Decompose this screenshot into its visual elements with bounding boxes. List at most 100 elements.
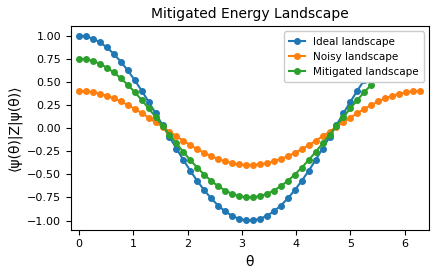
- Ideal landscape: [222, 210, 228, 213]
- Mitigated landscape: [362, 91, 367, 94]
- Mitigated landscape: [222, 189, 228, 192]
- Noisy landscape: [146, 116, 151, 119]
- Ideal landscape: [410, 34, 416, 38]
- Noisy landscape: [369, 103, 374, 107]
- Noisy landscape: [271, 160, 276, 163]
- Mitigated landscape: [327, 133, 332, 136]
- Noisy landscape: [83, 90, 89, 93]
- Noisy landscape: [174, 135, 179, 138]
- Mitigated landscape: [417, 57, 422, 60]
- Ideal landscape: [104, 46, 109, 49]
- Noisy landscape: [355, 112, 360, 115]
- Noisy landscape: [334, 125, 339, 129]
- Mitigated landscape: [215, 185, 221, 188]
- Noisy landscape: [376, 100, 381, 103]
- Mitigated landscape: [90, 59, 95, 63]
- Ideal landscape: [132, 78, 137, 82]
- Noisy landscape: [396, 92, 402, 95]
- Mitigated landscape: [132, 91, 137, 94]
- Mitigated landscape: [292, 173, 297, 176]
- Mitigated landscape: [125, 83, 130, 86]
- Mitigated landscape: [355, 98, 360, 102]
- Ideal landscape: [320, 147, 325, 150]
- Ideal landscape: [396, 41, 402, 44]
- Mitigated landscape: [313, 150, 318, 154]
- Ideal landscape: [278, 204, 283, 207]
- Noisy landscape: [403, 91, 409, 94]
- Noisy landscape: [160, 125, 165, 129]
- Ideal landscape: [243, 219, 249, 222]
- Ideal landscape: [76, 34, 82, 37]
- Noisy landscape: [382, 97, 388, 100]
- Ideal landscape: [389, 46, 395, 49]
- Noisy landscape: [306, 144, 311, 147]
- Ideal landscape: [417, 34, 422, 37]
- Noisy landscape: [90, 91, 95, 94]
- Ideal landscape: [111, 52, 116, 55]
- Mitigated landscape: [278, 185, 283, 188]
- Noisy landscape: [236, 163, 242, 166]
- Noisy landscape: [215, 157, 221, 161]
- Mitigated landscape: [195, 166, 200, 169]
- Ideal landscape: [306, 169, 311, 172]
- Ideal landscape: [299, 179, 304, 183]
- Noisy landscape: [76, 89, 82, 93]
- Y-axis label: ⟨ψ(θ)|Z|ψ(θ)⟩: ⟨ψ(θ)|Z|ψ(θ)⟩: [7, 85, 21, 171]
- Mitigated landscape: [410, 58, 416, 61]
- Mitigated landscape: [389, 66, 395, 69]
- Mitigated landscape: [174, 142, 179, 145]
- Mitigated landscape: [111, 71, 116, 74]
- Ideal landscape: [257, 217, 262, 221]
- Noisy landscape: [410, 90, 416, 93]
- Noisy landscape: [132, 107, 137, 110]
- Noisy landscape: [153, 120, 158, 124]
- Mitigated landscape: [139, 98, 144, 102]
- Mitigated landscape: [201, 173, 207, 176]
- Noisy landscape: [299, 148, 304, 151]
- Noisy landscape: [208, 155, 214, 158]
- Ideal landscape: [139, 89, 144, 92]
- Mitigated landscape: [76, 57, 82, 60]
- Ideal landscape: [201, 189, 207, 192]
- Ideal landscape: [341, 112, 346, 115]
- Ideal landscape: [97, 41, 102, 44]
- Ideal landscape: [376, 60, 381, 63]
- Noisy landscape: [243, 163, 249, 167]
- Noisy landscape: [188, 144, 193, 147]
- Mitigated landscape: [188, 158, 193, 162]
- Mitigated landscape: [167, 133, 172, 136]
- Noisy landscape: [104, 94, 109, 97]
- Noisy landscape: [111, 97, 116, 100]
- Ideal landscape: [90, 37, 95, 40]
- Noisy landscape: [348, 116, 353, 119]
- Noisy landscape: [341, 120, 346, 124]
- Ideal landscape: [264, 214, 269, 217]
- Ideal landscape: [146, 100, 151, 104]
- Line: Mitigated landscape: Mitigated landscape: [76, 56, 423, 200]
- Noisy landscape: [167, 130, 172, 133]
- Noisy landscape: [118, 100, 123, 103]
- Noisy landscape: [201, 151, 207, 155]
- Ideal landscape: [369, 69, 374, 72]
- Noisy landscape: [195, 148, 200, 151]
- Ideal landscape: [362, 78, 367, 82]
- Ideal landscape: [355, 89, 360, 92]
- Noisy landscape: [257, 163, 262, 166]
- X-axis label: θ: θ: [246, 255, 254, 269]
- Ideal landscape: [215, 204, 221, 207]
- Mitigated landscape: [403, 59, 409, 63]
- Noisy landscape: [313, 139, 318, 142]
- Ideal landscape: [208, 197, 214, 200]
- Noisy landscape: [264, 161, 269, 165]
- Ideal landscape: [403, 37, 409, 40]
- Title: Mitigated Energy Landscape: Mitigated Energy Landscape: [151, 7, 349, 21]
- Mitigated landscape: [229, 192, 235, 195]
- Mitigated landscape: [104, 66, 109, 69]
- Noisy landscape: [278, 157, 283, 161]
- Ideal landscape: [229, 214, 235, 217]
- Mitigated landscape: [264, 192, 269, 195]
- Mitigated landscape: [348, 107, 353, 110]
- Noisy landscape: [320, 135, 325, 138]
- Mitigated landscape: [271, 189, 276, 192]
- Mitigated landscape: [160, 124, 165, 128]
